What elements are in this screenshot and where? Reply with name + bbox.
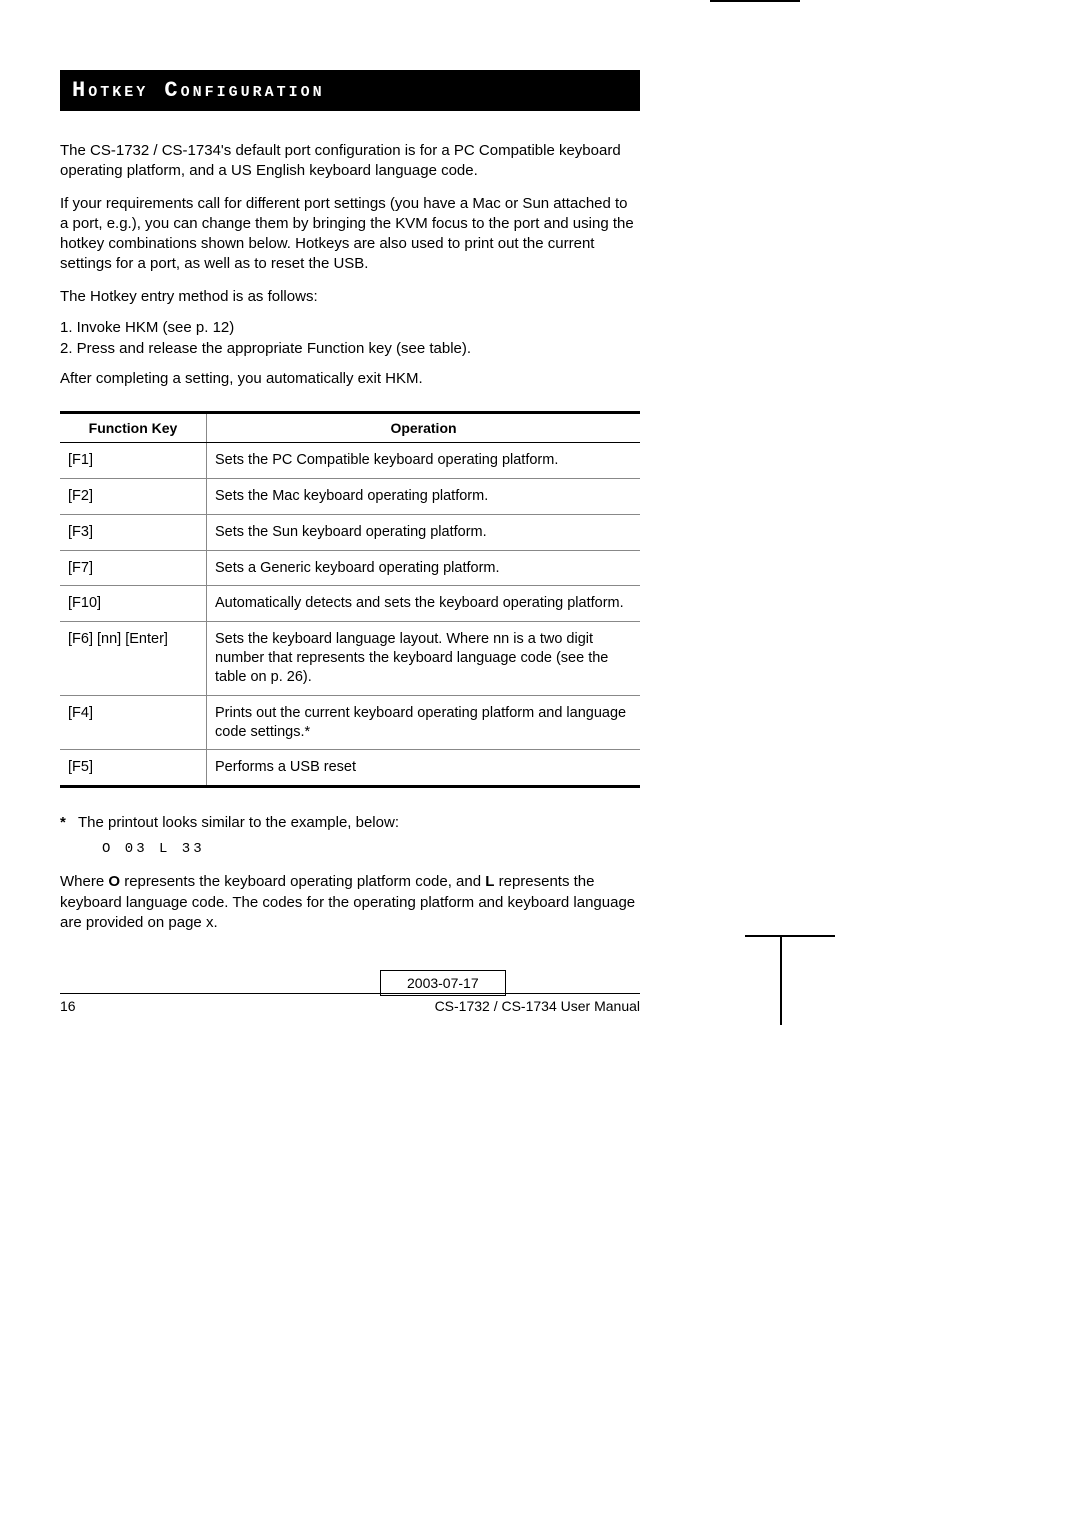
- cell-key: [F5]: [60, 750, 207, 787]
- explain-bold-o: O: [108, 873, 120, 890]
- cell-op: Sets the PC Compatible keyboard operatin…: [207, 443, 641, 479]
- intro-paragraph-3: The Hotkey entry method is as follows:: [60, 287, 640, 307]
- table-row: [F10] Automatically detects and sets the…: [60, 586, 640, 622]
- explain-pre: Where: [60, 873, 108, 890]
- page-number: 16: [60, 998, 76, 1014]
- table-header-key: Function Key: [60, 413, 207, 443]
- table-row: [F6] [nn] [Enter] Sets the keyboard lang…: [60, 622, 640, 696]
- cell-op: Sets the Sun keyboard operating platform…: [207, 514, 641, 550]
- cell-key: [F4]: [60, 695, 207, 750]
- steps-list: 1. Invoke HKM (see p. 12) 2. Press and r…: [60, 319, 640, 357]
- cell-op: Performs a USB reset: [207, 750, 641, 787]
- table-row: [F2] Sets the Mac keyboard operating pla…: [60, 478, 640, 514]
- step-item: 2. Press and release the appropriate Fun…: [60, 340, 640, 357]
- hotkey-table: Function Key Operation [F1] Sets the PC …: [60, 411, 640, 788]
- cell-op: Sets the Mac keyboard operating platform…: [207, 478, 641, 514]
- crop-mark: [745, 935, 835, 937]
- cell-key: [F3]: [60, 514, 207, 550]
- table-row: [F1] Sets the PC Compatible keyboard ope…: [60, 443, 640, 479]
- table-row: [F7] Sets a Generic keyboard operating p…: [60, 550, 640, 586]
- document-page: Hotkey Configuration The CS-1732 / CS-17…: [0, 0, 700, 1054]
- footnote: * The printout looks similar to the exam…: [60, 814, 640, 831]
- printout-example: O 03 L 33: [60, 841, 640, 857]
- cell-key: [F1]: [60, 443, 207, 479]
- table-row: [F5] Performs a USB reset: [60, 750, 640, 787]
- footnote-text: The printout looks similar to the exampl…: [78, 814, 399, 831]
- cell-key: [F7]: [60, 550, 207, 586]
- explain-paragraph: Where O represents the keyboard operatin…: [60, 872, 640, 933]
- crop-mark: [710, 0, 800, 2]
- intro-paragraph-1: The CS-1732 / CS-1734's default port con…: [60, 141, 640, 182]
- explain-mid: represents the keyboard operating platfo…: [120, 873, 485, 890]
- table-row: [F3] Sets the Sun keyboard operating pla…: [60, 514, 640, 550]
- cell-key: [F2]: [60, 478, 207, 514]
- cell-key: [F10]: [60, 586, 207, 622]
- cell-op: Sets the keyboard language layout. Where…: [207, 622, 641, 696]
- after-list-paragraph: After completing a setting, you automati…: [60, 369, 640, 389]
- table-header-op: Operation: [207, 413, 641, 443]
- table-header-row: Function Key Operation: [60, 413, 640, 443]
- footnote-marker: *: [60, 814, 78, 831]
- cell-op: Sets a Generic keyboard operating platfo…: [207, 550, 641, 586]
- crop-mark: [780, 935, 782, 1025]
- intro-paragraph-2: If your requirements call for different …: [60, 194, 640, 275]
- section-title: Hotkey Configuration: [60, 70, 640, 111]
- table-row: [F4] Prints out the current keyboard ope…: [60, 695, 640, 750]
- step-item: 1. Invoke HKM (see p. 12): [60, 319, 640, 336]
- doc-title-footer: CS-1732 / CS-1734 User Manual: [435, 998, 640, 1014]
- page-footer: 16 CS-1732 / CS-1734 User Manual: [60, 993, 640, 1014]
- date-stamp: 2003-07-17: [380, 970, 506, 996]
- cell-op: Automatically detects and sets the keybo…: [207, 586, 641, 622]
- cell-op: Prints out the current keyboard operatin…: [207, 695, 641, 750]
- cell-key: [F6] [nn] [Enter]: [60, 622, 207, 696]
